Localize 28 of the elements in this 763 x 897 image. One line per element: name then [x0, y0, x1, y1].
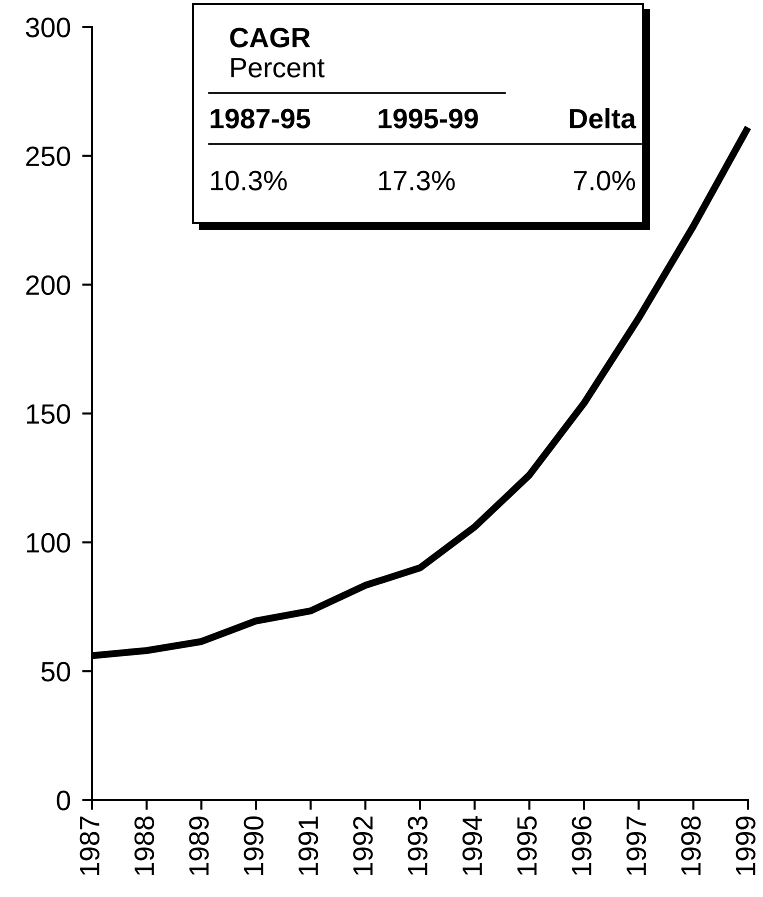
x-tick-label: 1998 [681, 816, 701, 875]
y-tick-label: 0 [56, 790, 70, 810]
annotation: 1987-95 [210, 108, 310, 128]
x-tick-label: 1994 [462, 816, 482, 875]
y-tick-label: 200 [26, 275, 70, 296]
x-tick-label: 1988 [134, 816, 154, 875]
annotation: 1995-99 [378, 108, 478, 128]
y-tick-label: 150 [26, 404, 70, 424]
y-tick-label: 100 [26, 533, 70, 553]
annotation: 10.3% [211, 170, 287, 190]
y-tick-label: 50 [41, 662, 70, 682]
annotation: 17.3% [379, 170, 455, 190]
x-tick-label: 1991 [298, 816, 318, 875]
x-tick-label: 1997 [626, 816, 646, 875]
x-tick-label: 1992 [353, 816, 373, 875]
y-tick-label: 250 [26, 146, 70, 166]
x-tick-label: 1995 [517, 816, 537, 875]
x-tick-label: 1999 [736, 816, 756, 875]
x-tick-label: 1989 [189, 816, 209, 875]
annotation: 7.0% [574, 170, 636, 190]
x-tick-label: 1987 [80, 816, 100, 875]
annotation: CAGR [230, 28, 310, 48]
annotation: Percent [231, 58, 325, 78]
y-tick-label: 300 [26, 18, 70, 38]
annotation: Delta [570, 108, 636, 128]
x-tick-label: 1996 [572, 816, 592, 875]
x-tick-label: 1993 [408, 816, 428, 875]
x-tick-label: 1990 [244, 816, 264, 875]
